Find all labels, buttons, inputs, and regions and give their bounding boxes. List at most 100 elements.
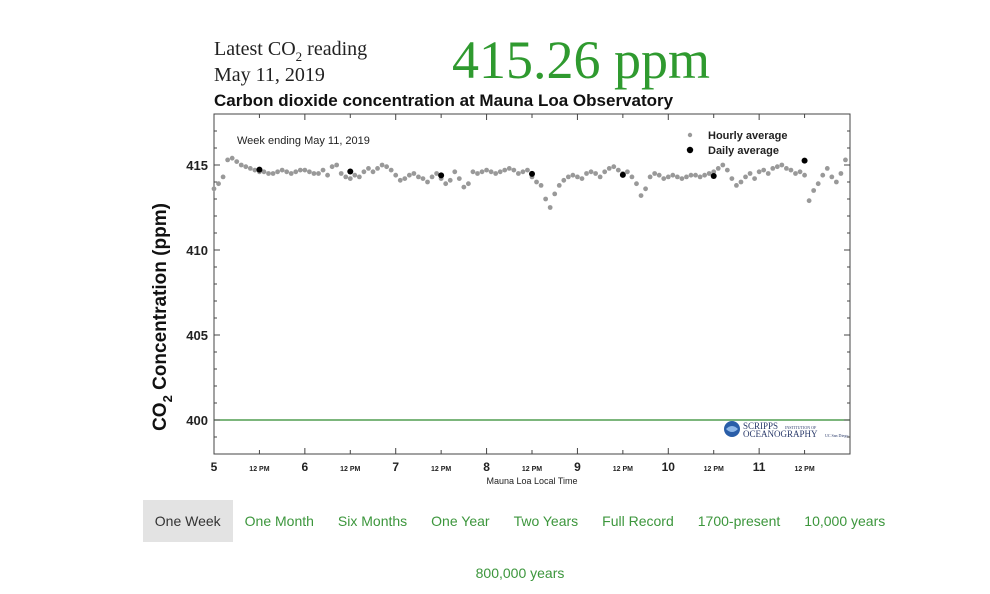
legend: Hourly average Daily average (686, 130, 787, 157)
hourly-point (743, 174, 748, 180)
hourly-point (493, 171, 499, 176)
hourly-point (584, 171, 589, 176)
logo-line1: SCRIPPS (743, 421, 778, 431)
hourly-point (470, 169, 476, 175)
x-tick-label: 9 (574, 460, 581, 474)
hourly-point (665, 174, 671, 180)
y-tick-label: 410 (186, 243, 208, 258)
hourly-point (343, 174, 349, 180)
hourly-point (229, 155, 235, 161)
week-annotation: Week ending May 11, 2019 (237, 135, 370, 147)
hourly-point (311, 171, 317, 176)
hourly-point (593, 171, 598, 176)
hourly-point (288, 171, 294, 176)
tab-one-week[interactable]: One Week (142, 500, 233, 542)
hourly-point (770, 166, 776, 171)
tab-two-years[interactable]: Two Years (513, 513, 579, 529)
tab-10000-years[interactable]: 10,000 years (804, 513, 886, 529)
hourly-point (211, 186, 217, 192)
time-range-tabs: One Week One Month Six Months One Year T… (140, 500, 900, 594)
hourly-point (238, 162, 244, 168)
hourly-point (316, 171, 321, 176)
hourly-point (843, 157, 848, 163)
hourly-point (488, 169, 494, 175)
hourly-point (356, 174, 362, 180)
hourly-point (461, 184, 467, 190)
hourly-point (234, 159, 240, 164)
axis-ticks: 400 405 410 415 5 6 7 8 9 10 11 12 PM 12 PM 12 PM 12 P… (186, 113, 850, 474)
hourly-point (779, 162, 785, 168)
tab-800000-years[interactable]: 800,000 years (475, 565, 565, 581)
hourly-point (302, 167, 308, 173)
hourly-point (429, 174, 435, 180)
hourly-point (520, 169, 526, 175)
hourly-point (724, 167, 730, 173)
hourly-point (833, 179, 839, 185)
hourly-point (511, 167, 517, 173)
tab-six-months[interactable]: Six Months (337, 513, 408, 529)
hourly-point (284, 169, 290, 175)
hourly-point (329, 164, 335, 170)
x-minor-tick-label: 12 PM (613, 466, 633, 473)
hourly-point (552, 191, 558, 197)
legend-hourly-label: Hourly average (708, 130, 787, 142)
x-tick-label: 6 (302, 460, 309, 474)
hourly-point (774, 164, 780, 170)
tab-full-record[interactable]: Full Record (602, 513, 674, 529)
x-tick-label: 8 (483, 460, 490, 474)
hourly-point (397, 177, 403, 183)
hourly-point (815, 181, 821, 187)
hourly-point (497, 169, 503, 175)
hourly-point (684, 174, 689, 180)
reading-title-subscript: 2 (295, 49, 303, 64)
hourly-point (674, 174, 680, 180)
hourly-point (602, 169, 608, 175)
x-tick-label: 7 (392, 460, 399, 474)
hourly-point (379, 162, 385, 168)
co2-chart: CO2 Concentration (ppm) Week ending May … (150, 113, 851, 486)
hourly-point (547, 205, 553, 210)
hourly-point (829, 174, 835, 180)
hourly-point (670, 172, 676, 178)
hourly-point (811, 188, 817, 193)
hourly-point (615, 167, 621, 173)
y-axis-label-suffix: Concentration (ppm) (150, 203, 171, 395)
tab-one-month[interactable]: One Month (244, 513, 314, 529)
hourly-point (688, 172, 694, 178)
hourly-point (270, 171, 276, 176)
hourly-point (525, 167, 530, 173)
hourly-point (370, 169, 376, 175)
hourly-point (447, 177, 453, 183)
hourly-point (293, 169, 299, 175)
hourly-point (402, 176, 408, 181)
hourly-point (416, 174, 421, 180)
hourly-point (393, 172, 399, 178)
hourly-point (543, 196, 549, 202)
hourly-point (347, 176, 353, 181)
hourly-point (797, 169, 803, 175)
hourly-point (802, 172, 807, 178)
hourly-point (307, 169, 312, 175)
legend-daily-marker (686, 146, 694, 154)
hourly-point (756, 169, 762, 175)
hourly-point (761, 167, 767, 173)
tab-one-year[interactable]: One Year (431, 513, 490, 529)
hourly-point (406, 172, 412, 178)
x-minor-tick-label: 12 PM (794, 466, 814, 473)
x-minor-tick-label: 12 PM (431, 466, 451, 473)
hourly-point (352, 172, 358, 178)
hourly-point (456, 176, 462, 181)
hourly-point (656, 172, 662, 178)
hourly-point (638, 193, 644, 198)
svg-text:CO2 Concentration (ppm): CO2 Concentration (ppm) (150, 203, 175, 431)
scripps-logo: SCRIPPS INSTITUTION OF OCEANOGRAPHY UC S… (724, 421, 848, 439)
hourly-point (752, 176, 757, 181)
daily-point (529, 170, 535, 177)
tab-1700-present[interactable]: 1700-present (697, 513, 781, 529)
daily-point (256, 166, 263, 173)
hourly-point (570, 172, 576, 178)
x-minor-tick-label: 12 PM (704, 466, 724, 473)
reading-date: May 11, 2019 (214, 64, 325, 86)
hourly-point (565, 174, 571, 180)
hourly-point (484, 167, 489, 173)
